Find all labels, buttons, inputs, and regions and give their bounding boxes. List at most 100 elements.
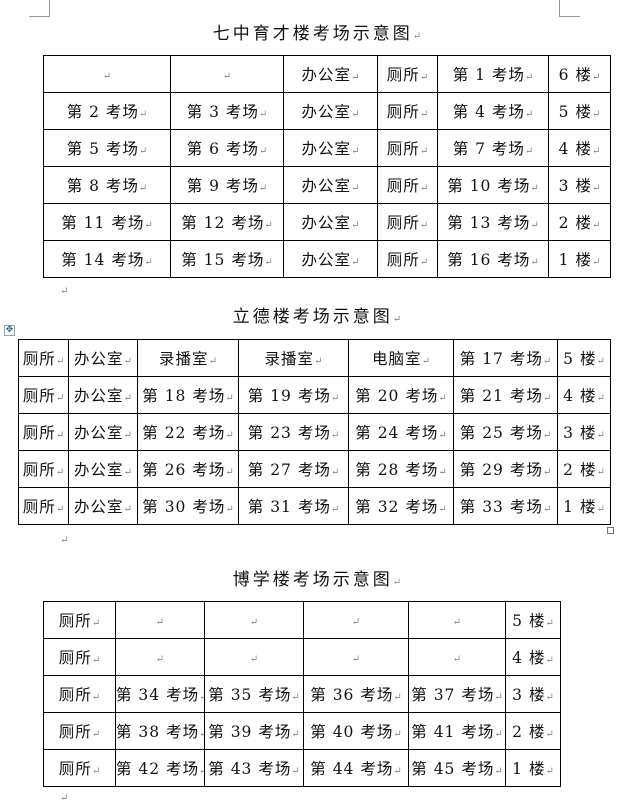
table-cell[interactable]: 1 楼 (557, 487, 611, 525)
table-cell[interactable]: 第 18 考场 (137, 376, 239, 414)
table-cell[interactable]: 第 39 考场 (204, 712, 304, 750)
table-cell[interactable]: 厕所 (18, 376, 69, 414)
table-cell[interactable] (303, 638, 409, 676)
table-cell[interactable]: 3 楼 (557, 413, 611, 451)
table-cell[interactable]: 厕所 (43, 675, 116, 713)
table-cell[interactable]: 厕所 (377, 55, 438, 93)
table-cell[interactable]: 第 9 考场 (170, 166, 284, 204)
table-cell[interactable]: 办公室 (68, 487, 138, 525)
table-cell[interactable]: 办公室 (68, 450, 138, 488)
table-cell[interactable]: 第 8 考场 (43, 166, 171, 204)
table-cell[interactable]: 办公室 (68, 413, 138, 451)
table-cell[interactable]: 厕所 (377, 203, 438, 241)
table-cell[interactable]: 第 12 考场 (170, 203, 284, 241)
table-cell[interactable]: 2 楼 (548, 203, 611, 241)
table-cell[interactable]: 6 楼 (548, 55, 611, 93)
table-cell[interactable]: 第 43 考场 (204, 749, 304, 787)
table-cell[interactable]: 2 楼 (505, 712, 561, 750)
table-cell[interactable]: 第 24 考场 (348, 413, 454, 451)
table-cell[interactable] (408, 601, 506, 639)
table-cell[interactable]: 第 6 考场 (170, 129, 284, 167)
table-cell[interactable]: 第 22 考场 (137, 413, 239, 451)
table-cell[interactable]: 办公室 (283, 203, 378, 241)
table-cell[interactable]: 第 28 考场 (348, 450, 454, 488)
table-cell[interactable]: 第 13 考场 (437, 203, 549, 241)
table-cell[interactable]: 厕所 (18, 413, 69, 451)
table-cell[interactable] (303, 601, 409, 639)
table-cell[interactable]: 第 5 考场 (43, 129, 171, 167)
table-cell[interactable]: 厕所 (43, 712, 116, 750)
table-cell[interactable]: 4 楼 (505, 638, 561, 676)
table-cell[interactable] (204, 638, 304, 676)
table-cell[interactable]: 5 楼 (505, 601, 561, 639)
table-cell[interactable]: 厕所 (18, 487, 69, 525)
table-cell[interactable]: 办公室 (283, 55, 378, 93)
table-move-handle-icon[interactable]: ✥ (4, 325, 15, 336)
table-cell[interactable]: 第 2 考场 (43, 92, 171, 130)
table-cell[interactable]: 第 36 考场 (303, 675, 409, 713)
table-cell[interactable]: 第 4 考场 (437, 92, 549, 130)
table-cell[interactable]: 1 楼 (505, 749, 561, 787)
table-cell[interactable]: 办公室 (68, 339, 138, 377)
table-cell[interactable]: 第 33 考场 (453, 487, 558, 525)
table-cell[interactable]: 第 38 考场 (115, 712, 205, 750)
table-cell[interactable] (204, 601, 304, 639)
table-cell[interactable]: 办公室 (283, 92, 378, 130)
table-cell[interactable]: 办公室 (283, 129, 378, 167)
table-cell[interactable] (115, 601, 205, 639)
table-cell[interactable]: 2 楼 (557, 450, 611, 488)
table-cell[interactable]: 录播室 (238, 339, 349, 377)
table-cell[interactable]: 5 楼 (557, 339, 611, 377)
table-cell[interactable]: 1 楼 (548, 240, 611, 278)
table-cell[interactable]: 第 21 考场 (453, 376, 558, 414)
table-cell[interactable]: 第 34 考场 (115, 675, 205, 713)
table-cell[interactable]: 第 10 考场 (437, 166, 549, 204)
table-cell[interactable]: 第 32 考场 (348, 487, 454, 525)
table-cell[interactable]: 厕所 (377, 92, 438, 130)
table-cell[interactable]: 第 16 考场 (437, 240, 549, 278)
table-cell[interactable]: 办公室 (283, 166, 378, 204)
table-cell[interactable]: 厕所 (43, 749, 116, 787)
table-cell[interactable]: 第 15 考场 (170, 240, 284, 278)
table-cell[interactable]: 厕所 (18, 339, 69, 377)
table-cell[interactable]: 第 3 考场 (170, 92, 284, 130)
table-cell[interactable]: 4 楼 (557, 376, 611, 414)
table-resize-handle[interactable] (607, 527, 614, 534)
table-cell[interactable] (170, 55, 284, 93)
table-cell[interactable] (408, 638, 506, 676)
table-cell[interactable]: 第 30 考场 (137, 487, 239, 525)
table-cell[interactable]: 电脑室 (348, 339, 454, 377)
table-cell[interactable]: 厕所 (377, 166, 438, 204)
table-cell[interactable] (43, 55, 171, 93)
table-cell[interactable]: 第 14 考场 (43, 240, 171, 278)
table-cell[interactable]: 第 25 考场 (453, 413, 558, 451)
table-cell[interactable]: 第 27 考场 (238, 450, 349, 488)
table-cell[interactable]: 第 26 考场 (137, 450, 239, 488)
table-cell[interactable]: 第 29 考场 (453, 450, 558, 488)
table-cell[interactable]: 厕所 (18, 450, 69, 488)
table-cell[interactable]: 4 楼 (548, 129, 611, 167)
table-cell[interactable]: 第 11 考场 (43, 203, 171, 241)
table-cell[interactable]: 第 19 考场 (238, 376, 349, 414)
table-cell[interactable]: 厕所 (377, 240, 438, 278)
table-cell[interactable]: 办公室 (283, 240, 378, 278)
table-cell[interactable]: 第 35 考场 (204, 675, 304, 713)
table-cell[interactable]: 3 楼 (505, 675, 561, 713)
table-cell[interactable]: 第 44 考场 (303, 749, 409, 787)
table-cell[interactable]: 厕所 (43, 638, 116, 676)
table-cell[interactable]: 第 31 考场 (238, 487, 349, 525)
table-cell[interactable]: 第 23 考场 (238, 413, 349, 451)
table-cell[interactable]: 录播室 (137, 339, 239, 377)
table-cell[interactable]: 办公室 (68, 376, 138, 414)
table-cell[interactable]: 第 45 考场 (408, 749, 506, 787)
table-cell[interactable]: 5 楼 (548, 92, 611, 130)
table-cell[interactable]: 第 40 考场 (303, 712, 409, 750)
table-cell[interactable]: 第 20 考场 (348, 376, 454, 414)
table-cell[interactable]: 第 1 考场 (437, 55, 549, 93)
table-cell[interactable]: 第 17 考场 (453, 339, 558, 377)
table-cell[interactable]: 厕所 (43, 601, 116, 639)
table-cell[interactable]: 3 楼 (548, 166, 611, 204)
table-cell[interactable] (115, 638, 205, 676)
table-cell[interactable]: 第 41 考场 (408, 712, 506, 750)
table-cell[interactable]: 第 42 考场 (115, 749, 205, 787)
